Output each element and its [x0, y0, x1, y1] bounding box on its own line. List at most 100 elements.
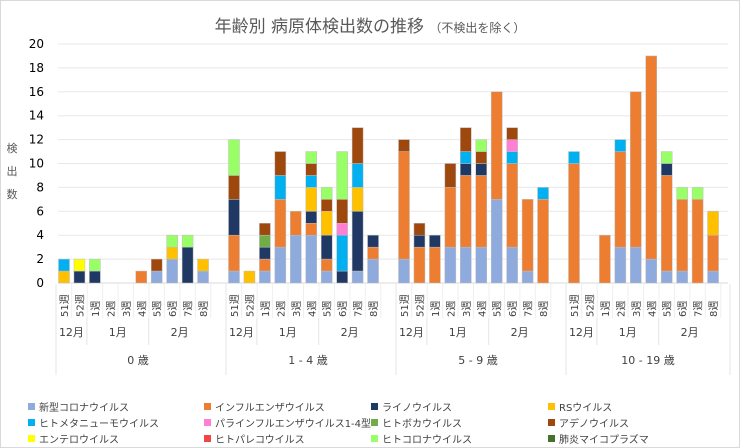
bar-segment [259, 223, 271, 236]
bar-segment [568, 151, 580, 164]
x-week-label: 6週 [677, 301, 689, 317]
legend-swatch [371, 435, 378, 442]
bar-segment [259, 234, 271, 248]
legend-label: エンテロウイルス [39, 435, 119, 446]
bar-segment [89, 258, 101, 272]
bar-segment [305, 211, 317, 224]
legend-swatch [371, 403, 378, 410]
bar-segment [490, 199, 503, 284]
bar-segment [460, 175, 472, 248]
bar-segment [274, 175, 287, 200]
x-week-label: 51週 [229, 294, 241, 317]
bar-segment [58, 258, 70, 272]
bar-segment [320, 234, 333, 260]
legend-swatch [28, 435, 35, 442]
bar-segment [537, 187, 549, 200]
bar-segment [320, 187, 333, 200]
bar-segment [228, 234, 240, 272]
bar-segment [506, 151, 518, 164]
y-tick-label: 8 [36, 180, 44, 194]
bar-segment [73, 270, 86, 284]
x-week-label: 52週 [244, 294, 256, 317]
y-tick-label: 10 [29, 157, 44, 171]
bar-segment [305, 151, 317, 164]
bar-segment [166, 246, 178, 260]
x-week-label: 1週 [260, 301, 272, 317]
y-axis-ticks: 0 2 4 6 8 10 12 14 16 18 20 [29, 37, 44, 290]
legend-label: 新型コロナウイルス [39, 403, 129, 414]
bar-segment [398, 258, 410, 284]
bar-segment [320, 199, 333, 212]
legend-swatch [548, 435, 555, 442]
bar-segment [707, 234, 719, 272]
bar-segment [676, 199, 688, 272]
legend-item: ヒトパレコウイルス [204, 431, 305, 446]
x-week-label: 7週 [523, 301, 535, 317]
x-week-label: 4週 [136, 301, 148, 317]
bar-segment [320, 211, 333, 236]
bar-segment [228, 270, 240, 284]
bar-segment [181, 246, 194, 284]
x-week-label: 8週 [538, 301, 550, 317]
x-week-label: 6週 [337, 301, 349, 317]
bar-segment [166, 234, 178, 248]
x-week-label: 51週 [569, 294, 581, 317]
legend-swatch [204, 419, 211, 426]
bar-segment [475, 175, 487, 248]
x-week-label: 2週 [105, 301, 117, 317]
bar-segment [660, 163, 673, 176]
bar-segment [645, 55, 657, 260]
bar-segment [521, 270, 534, 284]
bar-segment [645, 258, 657, 284]
legend-swatch [28, 419, 35, 426]
bar-segment [305, 163, 317, 176]
x-week-label: 52週 [74, 294, 86, 317]
x-month-label: 12月 [229, 326, 254, 339]
bar-segment [460, 246, 472, 284]
bar-segment [336, 270, 348, 284]
legend-label: ヒトメタニューモウイルス [39, 419, 159, 430]
legend-label: インフルエンザウイルス [215, 403, 325, 414]
x-week-label: 1週 [600, 301, 612, 317]
x-week-label: 1週 [430, 301, 442, 317]
bar-segment [351, 163, 364, 188]
bar-segment [320, 270, 333, 284]
bar-segment [135, 270, 147, 284]
x-week-label: 4週 [306, 301, 318, 317]
bar-segment [73, 258, 86, 272]
legend-label: アデノウイルス [559, 419, 629, 430]
x-week-label: 3週 [291, 301, 303, 317]
bar-segment [336, 199, 348, 224]
x-group-label: 1 - 4 歳 [288, 354, 327, 367]
bar-segment [274, 151, 287, 176]
chart-title-main: 年齢別 病原体検出数の推移 [214, 17, 424, 37]
y-axis-label-char: 出 [7, 164, 18, 178]
bar-segment [197, 270, 209, 284]
legend-swatch [204, 403, 211, 410]
legend-item: 肺炎マイコプラズマ [548, 431, 649, 446]
legend-swatch [371, 419, 378, 426]
bar-segment [351, 270, 364, 284]
legend-item: ヒトコロナウイルス [371, 431, 472, 446]
x-week-label: 2週 [615, 301, 627, 317]
x-week-label: 8週 [198, 301, 210, 317]
legend-item: ヒトメタニューモウイルス [28, 415, 159, 430]
legend-label: ヒトボカウイルス [382, 419, 462, 430]
x-month-label: 12月 [59, 326, 84, 339]
bar-segment [537, 199, 549, 284]
bar-segment [568, 163, 580, 284]
bar-segment [274, 246, 287, 284]
bar-segment [367, 234, 379, 248]
bar-segment [475, 151, 487, 164]
x-week-label: 2週 [275, 301, 287, 317]
legend-item: 新型コロナウイルス [28, 399, 129, 414]
bar-segment [475, 163, 487, 176]
bar-segment [274, 199, 287, 248]
y-tick-label: 16 [29, 85, 44, 99]
x-week-label: 5週 [152, 301, 164, 317]
bar-segment [181, 234, 194, 248]
bar-segment [351, 187, 364, 212]
x-week-label: 1週 [90, 301, 102, 317]
bar-segment [475, 139, 487, 152]
bar-segment [444, 163, 457, 188]
